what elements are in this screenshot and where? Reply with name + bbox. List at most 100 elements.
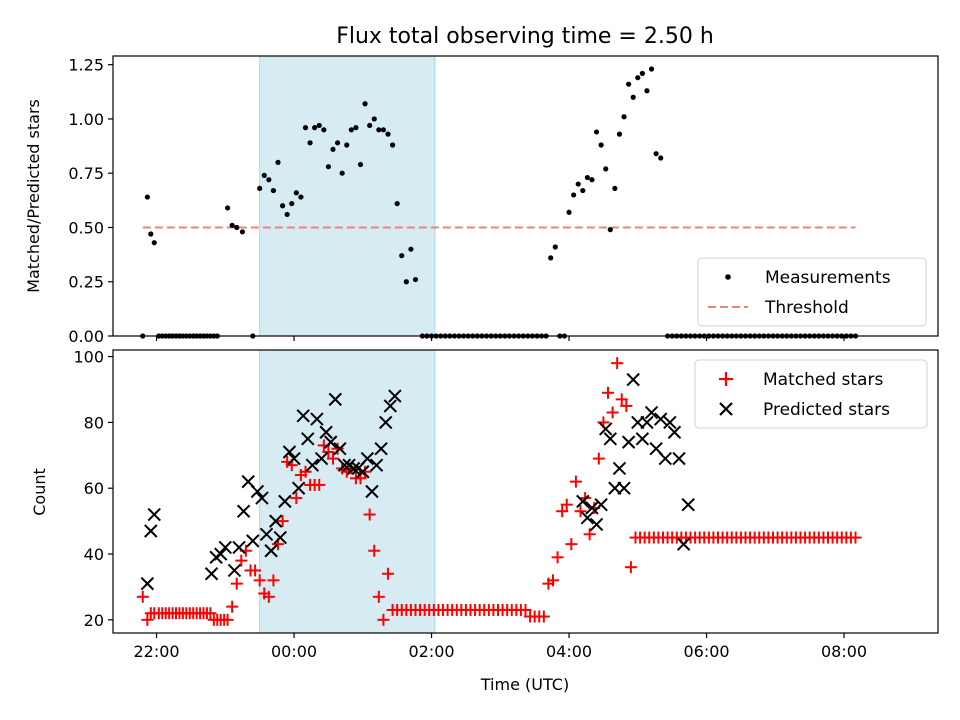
top-x-ticks xyxy=(155,336,845,341)
y-tick-label: 0.00 xyxy=(68,327,104,346)
predicted-point xyxy=(305,458,320,472)
legend-predicted-marker xyxy=(719,402,733,416)
predicted-point xyxy=(291,481,306,495)
top-y-axis-label: Matched/Predicted stars xyxy=(24,99,43,293)
predicted-point xyxy=(681,497,695,512)
predicted-point xyxy=(585,501,599,515)
predicted-point xyxy=(282,445,297,459)
matched-point xyxy=(615,393,628,406)
matched-point xyxy=(290,492,303,505)
predicted-point xyxy=(383,399,397,413)
predicted-point xyxy=(301,432,315,446)
measurement-point xyxy=(612,185,618,192)
matched-point xyxy=(204,607,217,620)
measurement-point xyxy=(275,159,281,165)
measurement-point xyxy=(399,253,405,259)
top-observing-span xyxy=(259,55,436,337)
predicted-point xyxy=(214,547,228,561)
measurement-point xyxy=(148,231,154,237)
predicted-point xyxy=(269,514,283,528)
bottom-plot-frame xyxy=(112,349,939,634)
measurement-point xyxy=(639,70,645,76)
measurement-point xyxy=(316,122,322,129)
bottom-panel: 20 40 60 80 100 22:00 00:00 02:00 04:00 06:00 08:… xyxy=(30,348,939,694)
y-tick-label: 0.50 xyxy=(68,218,104,237)
predicted-point xyxy=(663,415,677,430)
predicted-point xyxy=(218,540,232,555)
predicted-point xyxy=(236,504,251,518)
y-tick-label: 0.25 xyxy=(68,273,104,292)
predicted-point xyxy=(324,435,338,449)
predicted-point xyxy=(246,534,260,548)
x-tick-label: 04:00 xyxy=(546,642,592,661)
matched-point xyxy=(230,577,243,590)
y-tick-label: 0.75 xyxy=(68,164,104,183)
measurement-point xyxy=(385,131,391,137)
predicted-point xyxy=(365,484,379,499)
measurement-point xyxy=(334,140,341,146)
predicted-point xyxy=(140,576,155,591)
predicted-point xyxy=(635,432,650,446)
bottom-x-ticks: 22:00 00:00 02:00 04:00 06:00 08:00 xyxy=(133,633,867,661)
predicted-point xyxy=(379,415,393,430)
matched-point xyxy=(519,603,532,616)
matched-point xyxy=(574,505,587,518)
measurement-point xyxy=(598,142,604,148)
measurement-point xyxy=(339,170,345,176)
matched-point xyxy=(565,538,578,551)
predicted-point xyxy=(144,524,158,538)
predicted-point xyxy=(594,497,608,512)
matched-point xyxy=(624,561,637,574)
matched-point xyxy=(556,505,569,518)
matched-point xyxy=(372,590,385,603)
predicted-point xyxy=(360,451,375,466)
measurement-point xyxy=(266,177,272,183)
predicted-point xyxy=(310,412,324,426)
measurement-point xyxy=(648,66,655,72)
predicted-point xyxy=(314,451,329,466)
x-tick-label: 22:00 xyxy=(133,642,179,661)
predicted-point xyxy=(654,412,668,426)
measurement-point xyxy=(357,161,364,168)
measurement-point xyxy=(589,177,595,183)
matched-point xyxy=(611,357,624,370)
legend-matched-label: Matched stars xyxy=(763,370,883,390)
top-panel: 0.00 0.25 0.50 0.75 1.00 1.25 Matched/Predict… xyxy=(24,55,939,346)
legend-matched-marker xyxy=(719,372,733,386)
predicted-point xyxy=(287,451,301,466)
matched-point xyxy=(849,531,862,544)
measurement-point xyxy=(593,129,600,135)
predicted-point xyxy=(621,435,636,449)
matched-point xyxy=(551,551,564,564)
matched-point xyxy=(267,574,280,587)
matched-point xyxy=(368,544,381,557)
measurement-point xyxy=(616,131,623,137)
measurement-point xyxy=(224,205,231,211)
measurement-point xyxy=(284,211,290,218)
measurement-point xyxy=(239,229,246,235)
bottom-observing-span xyxy=(259,349,436,634)
measurement-point xyxy=(552,244,558,250)
matched-point xyxy=(226,600,239,613)
chart-title: Flux total observing time = 2.50 h xyxy=(336,24,714,49)
matched-point xyxy=(253,574,266,587)
measurement-point xyxy=(607,227,613,233)
measurement-point xyxy=(548,255,554,261)
x-tick-label: 08:00 xyxy=(821,642,867,661)
predicted-point xyxy=(204,567,219,581)
predicted-point xyxy=(273,530,287,545)
predicted-stars-series xyxy=(140,372,695,591)
matched-point xyxy=(299,465,312,478)
measurement-point xyxy=(389,142,396,148)
measurement-point xyxy=(348,127,354,133)
matched-point xyxy=(262,590,275,603)
matched-point xyxy=(249,564,262,577)
measurement-point xyxy=(312,125,318,131)
predicted-point xyxy=(658,451,672,466)
measurement-point xyxy=(261,172,267,178)
matched-point xyxy=(363,508,376,521)
measurement-point xyxy=(394,200,400,207)
measurement-point xyxy=(257,185,263,192)
measurement-point xyxy=(644,88,650,94)
